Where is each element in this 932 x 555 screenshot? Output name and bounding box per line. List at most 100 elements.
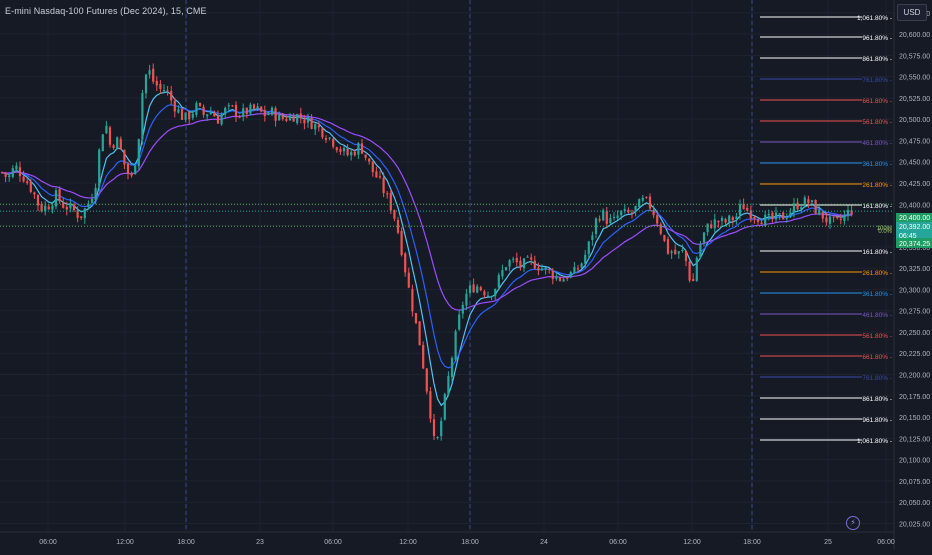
candle-body — [324, 138, 328, 140]
candle-body — [368, 158, 371, 162]
candle-body — [206, 114, 209, 117]
candle-body — [137, 138, 140, 167]
fib-level-label: 561.80% - — [862, 333, 892, 340]
price-tick-label: 20,100.00 — [899, 458, 930, 465]
candle-body — [321, 128, 324, 138]
candle-body — [44, 205, 47, 212]
candle-body — [605, 210, 608, 224]
candle-body — [123, 149, 126, 165]
candle-body — [148, 70, 151, 75]
candle-body — [0, 172, 4, 174]
candle-body — [807, 199, 810, 204]
candle-body — [177, 109, 180, 113]
price-tag-label: 20,374.25 — [899, 241, 930, 248]
candle-body — [720, 218, 724, 222]
candle-body — [94, 187, 97, 201]
candle-body — [778, 213, 781, 215]
candle-body — [112, 145, 115, 148]
candle-body — [285, 118, 288, 121]
candle-body — [530, 257, 533, 260]
candle-body — [339, 149, 342, 152]
price-tick-label: 20,300.00 — [899, 287, 930, 294]
candle-body — [33, 192, 36, 195]
candle-body — [242, 108, 245, 117]
grid-layer — [0, 0, 894, 532]
candle-body — [357, 143, 360, 155]
candle-body — [87, 203, 90, 208]
candle-body — [144, 74, 148, 94]
price-tag-label: 20,392.00 — [899, 224, 930, 231]
candle-body — [587, 241, 590, 255]
candle-body — [476, 286, 479, 293]
candle-body — [76, 210, 79, 218]
candle-body — [29, 181, 32, 192]
candle-body — [270, 107, 274, 115]
candle-body — [623, 209, 626, 212]
candle-body — [746, 207, 749, 211]
candle-body — [764, 214, 767, 226]
candle-body — [296, 114, 299, 123]
fib-level-label: 761.80% - — [862, 77, 892, 84]
fib-level-label: 961.80% - — [862, 417, 892, 424]
candle-body — [364, 154, 367, 158]
candle-body — [569, 272, 572, 278]
candle-body — [72, 204, 76, 211]
candle-body — [609, 218, 612, 224]
candle-body — [602, 210, 605, 221]
candle-body — [594, 218, 598, 234]
price-tick-label: 20,600.00 — [899, 32, 930, 39]
candle-body — [548, 268, 551, 270]
candle-body — [591, 235, 594, 240]
candle-body — [360, 143, 364, 154]
candle-body — [616, 215, 619, 219]
candle-body — [220, 114, 223, 125]
candle-body — [26, 181, 29, 184]
time-tick-label: 12:00 — [399, 539, 417, 546]
candle-body — [396, 220, 400, 233]
candle-body — [821, 210, 824, 219]
candle-body — [850, 210, 853, 215]
time-tick-label: 12:00 — [683, 539, 701, 546]
candle-body — [306, 117, 310, 123]
time-tick-label: 06:00 — [324, 539, 342, 546]
candle-body — [11, 168, 14, 177]
candle-body — [674, 249, 677, 255]
candle-body — [598, 218, 601, 221]
price-axis: 20,625.0020,600.0020,575.0020,550.0020,5… — [893, 0, 930, 550]
candle-body — [494, 288, 497, 297]
candle-body — [152, 68, 155, 82]
fib-level-label: 261.80% - — [862, 270, 892, 277]
candle-body — [551, 270, 554, 279]
candle-body — [472, 284, 475, 293]
candle-body — [659, 224, 662, 234]
candle-body — [54, 190, 58, 207]
candle-body — [519, 260, 522, 267]
candle-body — [249, 104, 252, 114]
candle-body — [713, 219, 716, 229]
candle-body — [818, 209, 821, 215]
candle-body — [245, 107, 248, 114]
candle-body — [584, 254, 587, 264]
time-tick-label: 06:00 — [609, 539, 627, 546]
candle-body — [735, 216, 738, 220]
candle-body — [414, 313, 418, 324]
candle-body — [202, 106, 205, 115]
candle-body — [620, 210, 623, 216]
time-tick-label: 25 — [824, 539, 832, 546]
ma-line-slow — [1, 112, 852, 311]
currency-button[interactable]: USD — [897, 4, 927, 21]
candle-body — [483, 291, 486, 296]
candle-body — [562, 279, 565, 282]
candle-body — [407, 272, 410, 288]
fib-level-label: 561.80% - — [862, 119, 892, 126]
candle-body — [533, 260, 536, 269]
candle-body — [724, 218, 727, 223]
price-tick-label: 20,475.00 — [899, 138, 930, 145]
lightning-bolt-icon[interactable]: ⚡ — [846, 516, 860, 530]
candle-body — [382, 177, 385, 194]
candle-body — [634, 205, 637, 212]
price-tag — [896, 231, 932, 240]
candle-body — [501, 270, 504, 277]
candle-body — [342, 147, 346, 152]
